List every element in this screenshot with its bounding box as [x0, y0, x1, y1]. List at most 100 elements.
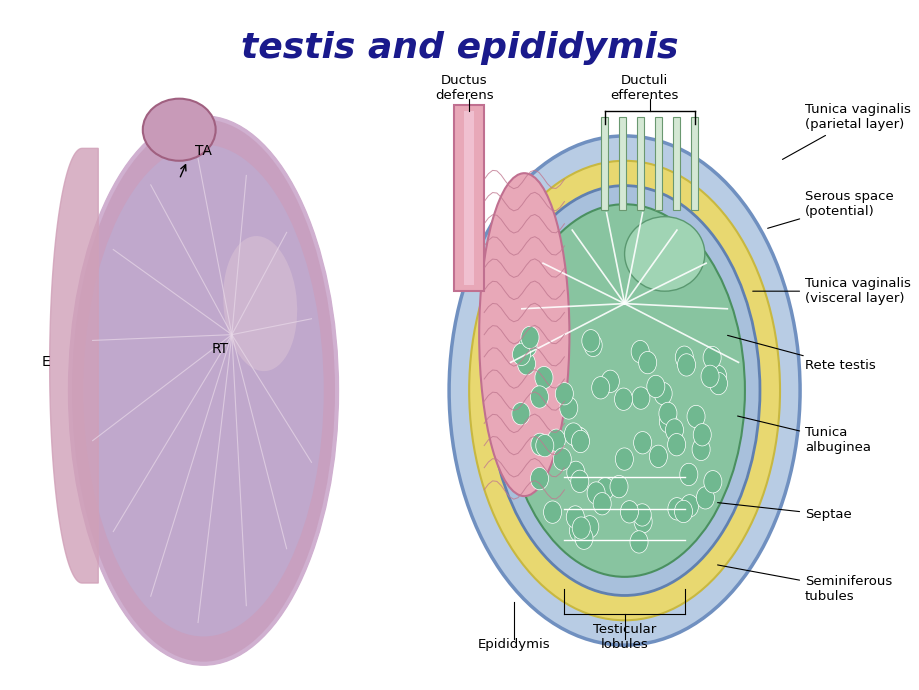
Text: Ductus
deferens: Ductus deferens	[435, 74, 493, 102]
Circle shape	[534, 366, 552, 389]
Circle shape	[571, 431, 589, 453]
Text: Tunica vaginalis
(visceral layer): Tunica vaginalis (visceral layer)	[752, 277, 910, 305]
Circle shape	[581, 330, 599, 352]
Text: Septae: Septae	[717, 502, 851, 521]
Circle shape	[555, 382, 573, 405]
Circle shape	[520, 326, 539, 348]
Text: Tunica
albuginea: Tunica albuginea	[737, 416, 870, 454]
Ellipse shape	[223, 236, 297, 371]
Circle shape	[679, 463, 698, 486]
Circle shape	[516, 353, 535, 375]
Circle shape	[696, 486, 714, 509]
Text: RT: RT	[211, 342, 229, 356]
Circle shape	[566, 461, 584, 484]
Circle shape	[667, 433, 685, 456]
Circle shape	[633, 431, 651, 454]
Ellipse shape	[70, 117, 336, 664]
Circle shape	[667, 497, 686, 520]
Ellipse shape	[84, 145, 323, 636]
Circle shape	[664, 419, 683, 441]
Circle shape	[631, 387, 649, 409]
Circle shape	[571, 428, 588, 450]
Circle shape	[630, 531, 647, 553]
Circle shape	[702, 346, 720, 368]
Bar	[600, 117, 607, 210]
Text: Epididymis: Epididymis	[478, 638, 550, 651]
Circle shape	[547, 429, 565, 451]
Circle shape	[530, 467, 548, 490]
Circle shape	[659, 411, 676, 433]
Circle shape	[649, 445, 666, 468]
Bar	[654, 117, 661, 210]
Text: testis and epididymis: testis and epididymis	[241, 31, 678, 65]
Circle shape	[530, 386, 548, 408]
Circle shape	[619, 501, 638, 523]
Circle shape	[593, 493, 610, 515]
Circle shape	[686, 405, 704, 428]
Text: Ductuli
efferentes: Ductuli efferentes	[610, 74, 678, 102]
Circle shape	[614, 388, 632, 411]
Circle shape	[518, 335, 537, 357]
Circle shape	[632, 504, 651, 526]
Ellipse shape	[479, 173, 569, 496]
Circle shape	[566, 506, 584, 528]
Circle shape	[574, 527, 593, 549]
Ellipse shape	[624, 217, 704, 291]
Bar	[672, 117, 679, 210]
Text: Rete testis: Rete testis	[727, 335, 875, 372]
Text: Serous space
(potential): Serous space (potential)	[766, 190, 893, 228]
Circle shape	[700, 365, 719, 388]
Circle shape	[630, 340, 649, 363]
Ellipse shape	[448, 136, 800, 645]
Bar	[618, 117, 625, 210]
Circle shape	[559, 397, 577, 420]
Circle shape	[675, 346, 693, 368]
Circle shape	[512, 343, 530, 366]
Ellipse shape	[469, 161, 779, 620]
Circle shape	[609, 475, 628, 497]
Text: Seminiferous
tubules: Seminiferous tubules	[717, 565, 891, 603]
Circle shape	[646, 375, 664, 397]
Circle shape	[572, 517, 590, 540]
Circle shape	[563, 423, 582, 445]
Circle shape	[708, 365, 726, 388]
Bar	[636, 117, 643, 210]
Circle shape	[638, 351, 656, 374]
Ellipse shape	[504, 204, 744, 577]
Bar	[464, 111, 473, 285]
Text: Testicular
lobules: Testicular lobules	[593, 623, 655, 651]
Circle shape	[674, 500, 692, 522]
Circle shape	[601, 370, 618, 393]
Circle shape	[703, 471, 721, 493]
Bar	[690, 117, 697, 210]
Text: E: E	[41, 355, 51, 368]
Circle shape	[584, 334, 602, 357]
Polygon shape	[50, 148, 98, 583]
Circle shape	[569, 427, 586, 449]
Circle shape	[543, 501, 561, 523]
Bar	[454, 105, 483, 291]
Ellipse shape	[489, 186, 759, 595]
Text: TA: TA	[195, 144, 212, 157]
Circle shape	[596, 477, 614, 500]
Circle shape	[692, 424, 710, 446]
Ellipse shape	[142, 99, 215, 161]
Circle shape	[570, 470, 588, 493]
Circle shape	[680, 495, 698, 517]
Circle shape	[530, 433, 549, 455]
Circle shape	[580, 515, 598, 538]
Circle shape	[615, 448, 632, 471]
Circle shape	[658, 402, 676, 424]
Circle shape	[586, 482, 605, 504]
Circle shape	[591, 377, 609, 399]
Circle shape	[676, 354, 695, 376]
Circle shape	[511, 402, 529, 425]
Text: Tunica vaginalis
(parietal layer): Tunica vaginalis (parietal layer)	[781, 104, 910, 159]
Circle shape	[691, 438, 709, 460]
Circle shape	[552, 448, 571, 471]
Circle shape	[569, 520, 587, 542]
Circle shape	[709, 373, 727, 395]
Circle shape	[653, 382, 672, 405]
Circle shape	[535, 435, 553, 457]
Circle shape	[633, 511, 652, 533]
